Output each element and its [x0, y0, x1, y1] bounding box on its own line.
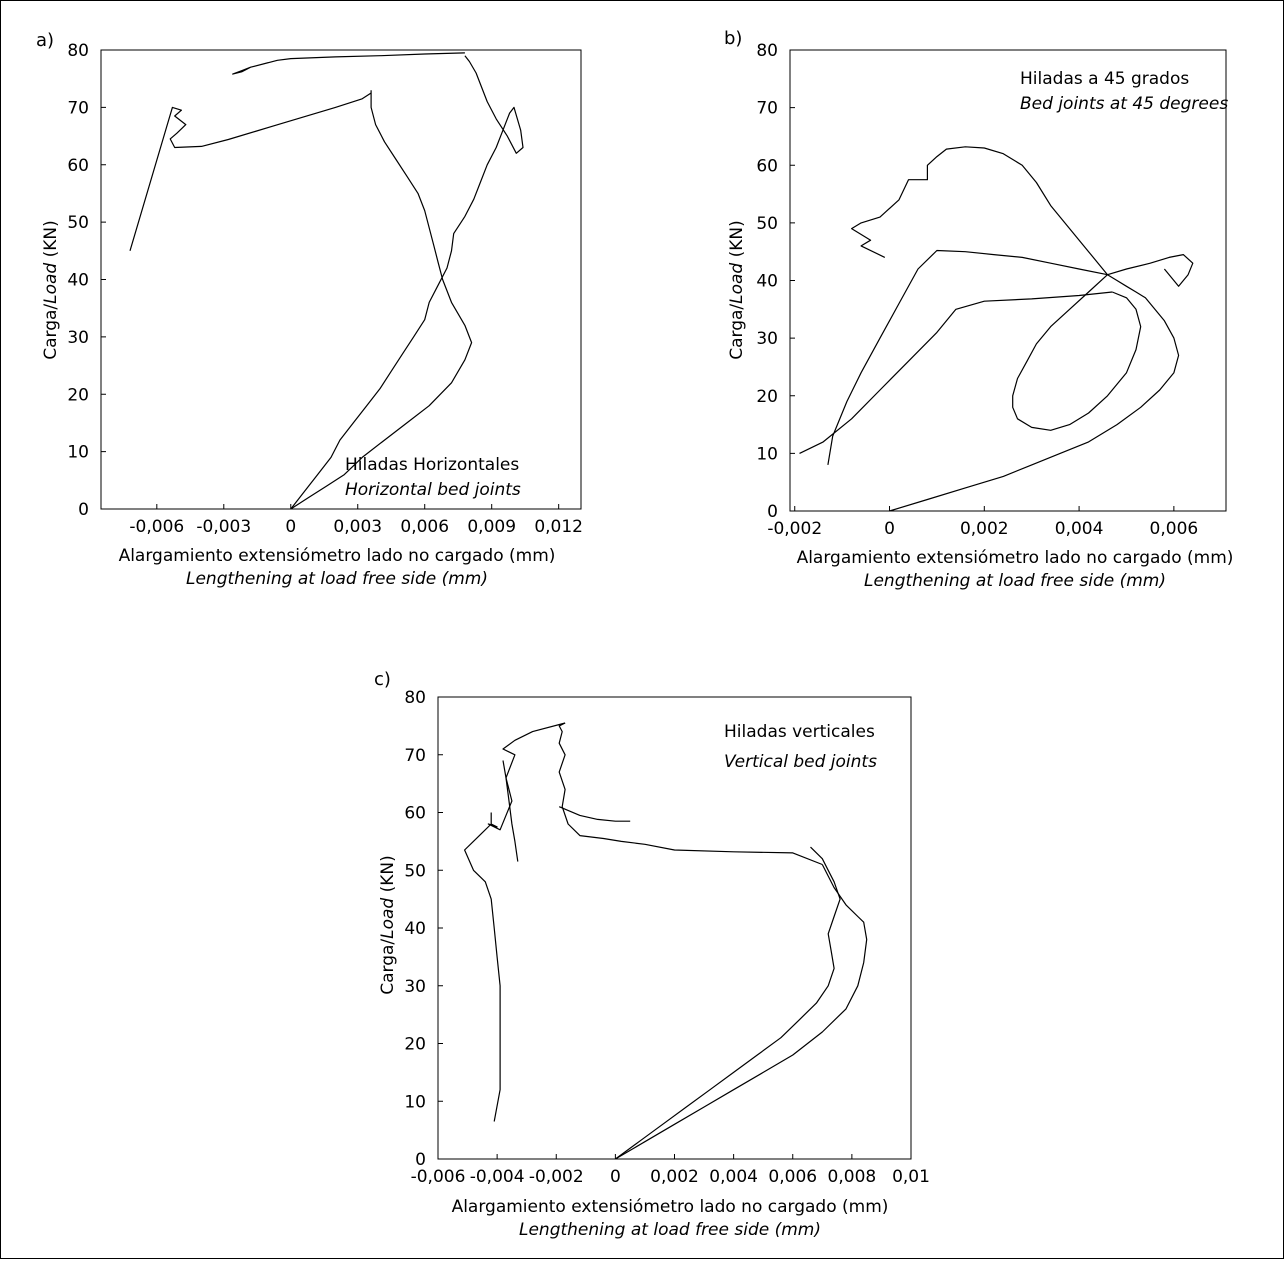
- series-line-a-1: [290, 55, 524, 510]
- x-tick-label-a: -0,006: [129, 517, 184, 537]
- plot-area-b: [789, 49, 1227, 512]
- y-tick-label-c: 10: [404, 1092, 426, 1112]
- y-tick-label-c: 60: [404, 804, 426, 824]
- y-tick-label-b: 60: [756, 156, 778, 176]
- chart-a: a) -0,006 -0,003 0 0,003 0,006 0,009 0,012 0 10…: [36, 30, 583, 589]
- y-tick-label-c: 80: [404, 688, 426, 708]
- x-tick-label-c: 0: [610, 1167, 621, 1187]
- x-tick-label-b: -0,002: [767, 519, 822, 539]
- x-tick-label-c: -0,002: [529, 1167, 584, 1187]
- x-tick-label-c: -0,006: [411, 1167, 466, 1187]
- series-group-c: [464, 722, 868, 1160]
- annotation-es-b: Hiladas a 45 grados: [1020, 69, 1189, 89]
- y-tick-label-b: 10: [756, 444, 778, 464]
- x-tick-label-a: 0: [285, 517, 296, 537]
- annotation-es-a: Hiladas Horizontales: [345, 455, 519, 475]
- x-axis-label-es-c: Alargamiento extensiómetro lado no carga…: [452, 1197, 889, 1217]
- series-line-c-3: [558, 722, 823, 866]
- y-tick-label-c: 30: [404, 977, 426, 997]
- x-tick-label-b: 0,002: [960, 519, 1009, 539]
- series-line-a-3: [129, 92, 372, 251]
- panel-label-c: c): [374, 669, 391, 690]
- series-line-a-2: [290, 90, 473, 510]
- series-line-c-5: [464, 823, 501, 1122]
- y-tick-label-b: 20: [756, 387, 778, 407]
- y-tick-label-a: 30: [67, 328, 89, 348]
- y-ticks-c: 0 10 20 30 40 50 60 70 80: [404, 688, 443, 1170]
- x-tick-label-a: 0,003: [333, 517, 382, 537]
- annotation-en-b: Bed joints at 45 degrees: [1020, 94, 1228, 114]
- x-ticks-b: -0,002 0 0,002 0,004 0,006: [767, 506, 1198, 539]
- series-line-b-3: [799, 291, 1113, 454]
- series-group-b: [799, 146, 1194, 512]
- y-tick-label-c: 70: [404, 746, 426, 766]
- annotation-es-c: Hiladas verticales: [724, 722, 875, 742]
- chart-c: c) -0,006 -0,004 -0,002 0 0,002 0,004 0,006 0,0…: [374, 669, 930, 1240]
- annotation-en-a: Horizontal bed joints: [345, 480, 521, 500]
- x-tick-label-c: 0,004: [709, 1167, 758, 1187]
- y-tick-label-b: 40: [756, 272, 778, 292]
- x-ticks-a: -0,006 -0,003 0 0,003 0,006 0,009 0,012: [129, 504, 583, 537]
- series-line-b-1: [889, 274, 1180, 512]
- series-line-b-5: [850, 146, 1108, 276]
- y-tick-label-b: 30: [756, 329, 778, 349]
- y-tick-label-c: 50: [404, 861, 426, 881]
- y-tick-label-a: 20: [67, 385, 89, 405]
- y-tick-label-a: 70: [67, 98, 89, 118]
- x-tick-label-b: 0: [884, 519, 895, 539]
- series-group-a: [129, 52, 524, 510]
- series-line-c-7: [558, 806, 631, 822]
- panel-label-a: a): [36, 30, 54, 51]
- y-tick-label-c: 40: [404, 919, 426, 939]
- y-tick-label-c: 0: [415, 1150, 426, 1170]
- x-tick-label-a: 0,006: [400, 517, 449, 537]
- y-ticks-b: 0 10 20 30 40 50 60 70 80: [756, 41, 795, 522]
- y-tick-label-c: 20: [404, 1035, 426, 1055]
- x-tick-label-c: 0,01: [892, 1167, 930, 1187]
- series-line-c-6: [502, 760, 519, 862]
- x-tick-label-b: 0,004: [1055, 519, 1104, 539]
- y-tick-label-a: 0: [78, 500, 89, 520]
- x-tick-label-a: 0,009: [467, 517, 516, 537]
- series-line-c-4: [487, 722, 566, 831]
- x-tick-label-b: 0,006: [1150, 519, 1199, 539]
- y-tick-label-b: 50: [756, 214, 778, 234]
- x-axis-label-en-a: Lengthening at load free side (mm): [186, 569, 488, 589]
- y-tick-label-b: 70: [756, 99, 778, 119]
- plot-area-a: [100, 49, 582, 510]
- series-line-c-2: [615, 864, 868, 1160]
- y-ticks-a: 0 10 20 30 40 50 60 70 80: [67, 41, 106, 520]
- x-axis-label-es-b: Alargamiento extensiómetro lado no carga…: [797, 548, 1234, 568]
- series-line-a-4: [232, 52, 465, 75]
- y-tick-label-a: 10: [67, 443, 89, 463]
- x-tick-label-a: 0,012: [534, 517, 583, 537]
- annotation-en-c: Vertical bed joints: [724, 752, 877, 772]
- x-axis-label-en-b: Lengthening at load free side (mm): [864, 571, 1166, 591]
- chart-b: b) -0,002 0 0,002 0,004 0,006 01020304050607…: [724, 28, 1233, 591]
- y-tick-label-a: 80: [67, 41, 89, 61]
- x-axis-label-es-a: Alargamiento extensiómetro lado no carga…: [119, 546, 556, 566]
- y-axis-label-a: Carga/Load (KN): [41, 220, 61, 360]
- panel-label-b: b): [724, 28, 742, 49]
- x-axis-label-en-c: Lengthening at load free side (mm): [519, 1220, 821, 1240]
- series-line-b-2: [1012, 274, 1142, 431]
- series-line-b-4: [827, 249, 1108, 465]
- y-tick-label-b: 0: [767, 502, 778, 522]
- y-tick-label-b: 80: [756, 41, 778, 61]
- x-tick-label-c: -0,004: [470, 1167, 525, 1187]
- y-tick-label-a: 50: [67, 213, 89, 233]
- x-tick-label-a: -0,003: [196, 517, 251, 537]
- series-line-c-1: [615, 846, 841, 1160]
- y-tick-label-a: 60: [67, 156, 89, 176]
- x-tick-label-c: 0,008: [828, 1167, 877, 1187]
- x-ticks-c: -0,006 -0,004 -0,002 0 0,002 0,004 0,006 0,008 0…: [411, 1154, 930, 1187]
- x-tick-label-c: 0,002: [650, 1167, 699, 1187]
- y-tick-label-a: 40: [67, 271, 89, 291]
- x-tick-label-c: 0,006: [768, 1167, 817, 1187]
- y-axis-label-c: Carga/Load (KN): [378, 855, 398, 995]
- series-line-b-6: [1107, 254, 1194, 287]
- y-axis-label-b: Carga/Load (KN): [727, 220, 747, 360]
